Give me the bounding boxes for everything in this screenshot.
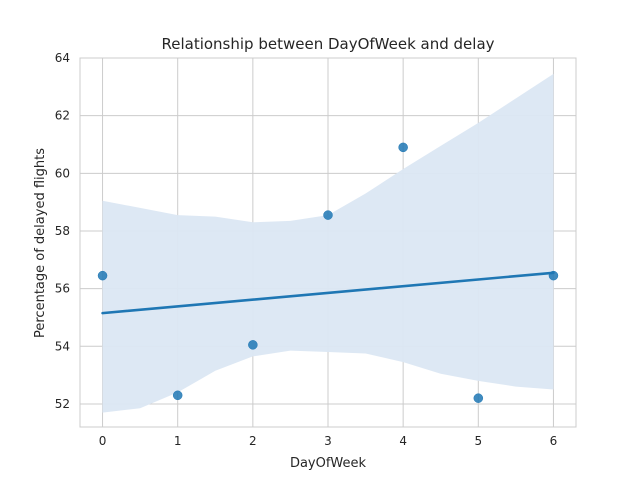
- regression-line: [101, 271, 555, 315]
- y-tick-label: 58: [55, 224, 70, 238]
- y-tick-label: 62: [55, 109, 70, 123]
- regression-line-group: [101, 271, 555, 315]
- x-tick-labels: 0 1 2 3 4 5 6: [99, 434, 558, 448]
- y-axis-label: Percentage of delayed flights: [33, 148, 48, 338]
- y-tick-label: 56: [55, 282, 70, 296]
- scatter-points: [97, 142, 559, 403]
- plot-frame: [79, 57, 577, 428]
- x-tick-label: 5: [474, 434, 482, 448]
- x-tick-label: 3: [324, 434, 332, 448]
- data-point: [172, 390, 183, 401]
- x-tick-label: 4: [399, 434, 407, 448]
- x-tick-label: 6: [550, 434, 558, 448]
- y-tick-label: 60: [55, 166, 70, 180]
- y-tick-label: 54: [55, 339, 70, 353]
- plot-border: [79, 57, 577, 428]
- y-tick-label: 52: [55, 397, 70, 411]
- x-tick-label: 2: [249, 434, 257, 448]
- confidence-band: [102, 73, 554, 413]
- y-tick-label: 64: [55, 51, 70, 65]
- chart-title: Relationship between DayOfWeek and delay: [161, 35, 494, 53]
- data-point: [248, 340, 258, 350]
- y-tick-labels: 52 54 56 58 60 62 64: [55, 51, 70, 411]
- x-tick-label: 1: [174, 434, 182, 448]
- data-point: [97, 270, 108, 281]
- data-point: [548, 270, 559, 281]
- data-point: [473, 393, 484, 403]
- data-point: [398, 142, 408, 153]
- x-axis-label: DayOfWeek: [290, 456, 367, 471]
- x-tick-label: 0: [99, 434, 107, 448]
- data-point: [323, 210, 333, 220]
- confidence-band-group: [102, 73, 554, 413]
